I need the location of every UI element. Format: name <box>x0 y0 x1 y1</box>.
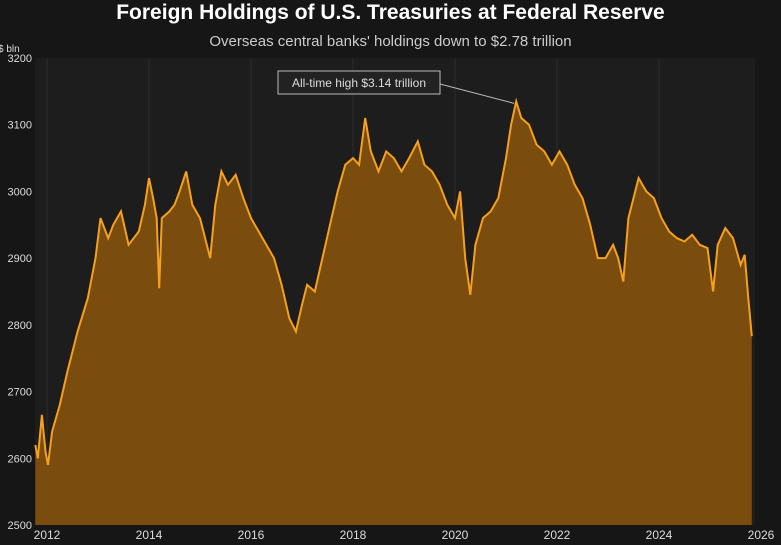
x-tick-label: 2022 <box>544 528 571 542</box>
y-tick-label: 2500 <box>8 520 32 532</box>
chart-subtitle: Overseas central banks' holdings down to… <box>209 33 572 50</box>
y-axis-label: $ bln <box>0 44 20 55</box>
annotation-text: All-time high $3.14 trillion <box>292 76 426 90</box>
y-tick-label: 2600 <box>8 453 32 465</box>
x-tick-label: 2016 <box>238 528 265 542</box>
x-tick-label: 2026 <box>748 528 775 542</box>
x-tick-label: 2024 <box>646 528 673 542</box>
x-tick-label: 2020 <box>442 528 469 542</box>
y-tick-label: 3200 <box>8 53 32 65</box>
x-tick-label: 2018 <box>340 528 367 542</box>
annotation-box <box>277 70 441 95</box>
y-tick-label: 3000 <box>8 186 32 198</box>
x-tick-label: 2014 <box>136 528 163 542</box>
chart-title: Foreign Holdings of U.S. Treasuries at F… <box>116 1 665 24</box>
y-tick-label: 3100 <box>8 120 32 132</box>
y-tick-label: 2800 <box>8 320 32 332</box>
y-tick-label: 2700 <box>8 387 32 399</box>
annotation-arrow <box>439 83 515 104</box>
annotation: All-time high $3.14 trillion <box>277 70 515 104</box>
y-tick-label: 2900 <box>8 253 32 265</box>
x-tick-label: 2012 <box>34 528 61 542</box>
series-area <box>35 101 752 526</box>
series-line <box>34 97 753 466</box>
